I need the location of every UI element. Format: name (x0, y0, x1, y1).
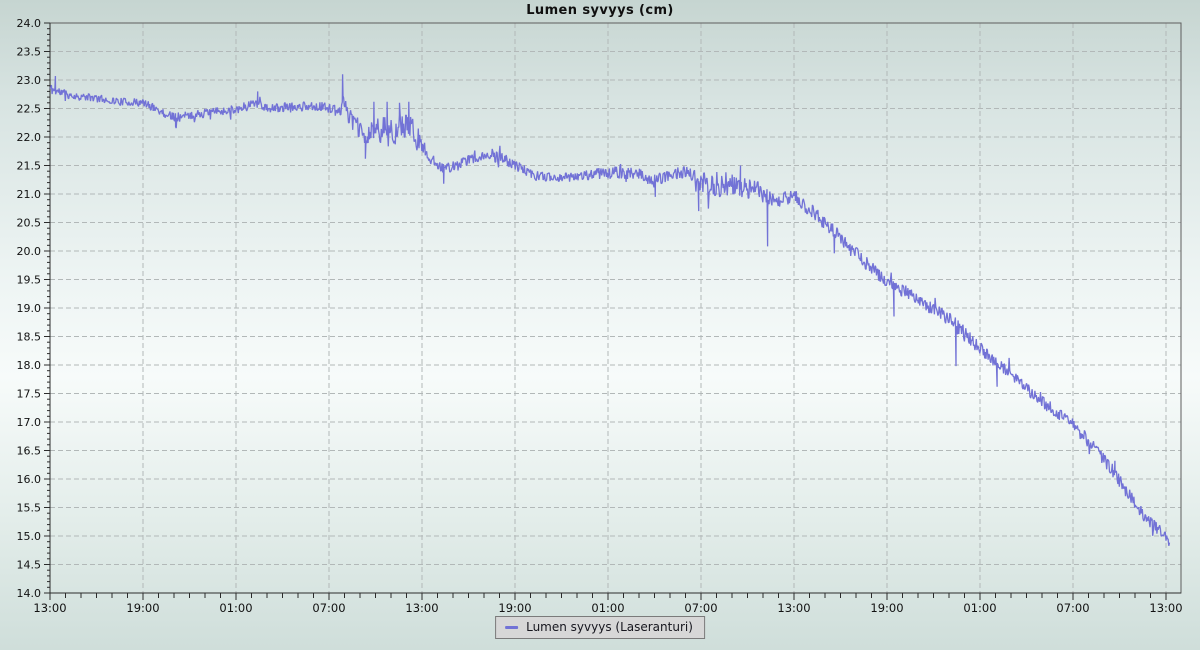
legend-line-sample-icon (505, 625, 519, 629)
y-tick-label: 18.5 (17, 330, 42, 343)
x-axis-labels: 13:00 19:00 01:00 07:00 13:00 19:00 01:00 07:00… (33, 601, 1182, 615)
x-tick-label: 07:00 (312, 601, 345, 615)
y-tick-label: 14.5 (17, 558, 42, 571)
y-tick-label: 19.0 (17, 302, 42, 315)
y-tick-label: 22.5 (17, 102, 42, 115)
x-tick-label: 13:00 (777, 601, 810, 615)
y-tick-label: 24.0 (17, 17, 42, 30)
y-axis-labels: 24.0 23.5 23.0 22.5 22.0 21.5 21.0 20.5 20.0 19.5… (17, 17, 42, 600)
y-tick-label: 22.0 (17, 131, 42, 144)
horizontal-gridlines (50, 51, 1181, 565)
x-tick-label: 13:00 (1149, 601, 1182, 615)
vertical-gridlines (142, 23, 1167, 593)
y-tick-label: 17.5 (17, 387, 42, 400)
y-tick-label: 15.0 (17, 530, 42, 543)
x-tick-label: 01:00 (963, 601, 996, 615)
x-tick-label: 01:00 (219, 601, 252, 615)
x-tick-label: 19:00 (870, 601, 903, 615)
y-tick-label: 23.0 (17, 74, 42, 87)
y-tick-label: 15.5 (17, 501, 42, 514)
legend-label: Lumen syvyys (Laseranturi) (526, 620, 693, 634)
y-tick-label: 20.0 (17, 245, 42, 258)
y-tick-label: 14.0 (17, 587, 42, 600)
legend: Lumen syvyys (Laseranturi) (495, 616, 705, 639)
y-tick-label: 16.5 (17, 444, 42, 457)
y-tick-label: 21.5 (17, 159, 42, 172)
x-axis-ticks (49, 593, 1167, 600)
y-axis-ticks (44, 22, 50, 594)
x-tick-label: 19:00 (498, 601, 531, 615)
y-tick-label: 19.5 (17, 273, 42, 286)
data-series-line (49, 74, 1171, 546)
data-series (49, 74, 1171, 546)
y-tick-label: 17.0 (17, 416, 42, 429)
y-tick-label: 21.0 (17, 188, 42, 201)
x-tick-label: 01:00 (591, 601, 624, 615)
y-tick-label: 20.5 (17, 216, 42, 229)
x-tick-label: 19:00 (126, 601, 159, 615)
y-tick-label: 18.0 (17, 359, 42, 372)
y-tick-label: 16.0 (17, 473, 42, 486)
x-tick-label: 07:00 (684, 601, 717, 615)
y-tick-label: 23.5 (17, 45, 42, 58)
x-tick-label: 07:00 (1056, 601, 1089, 615)
x-tick-label: 13:00 (33, 601, 66, 615)
x-tick-label: 13:00 (405, 601, 438, 615)
chart-title: Lumen syvyys (cm) (526, 3, 674, 18)
